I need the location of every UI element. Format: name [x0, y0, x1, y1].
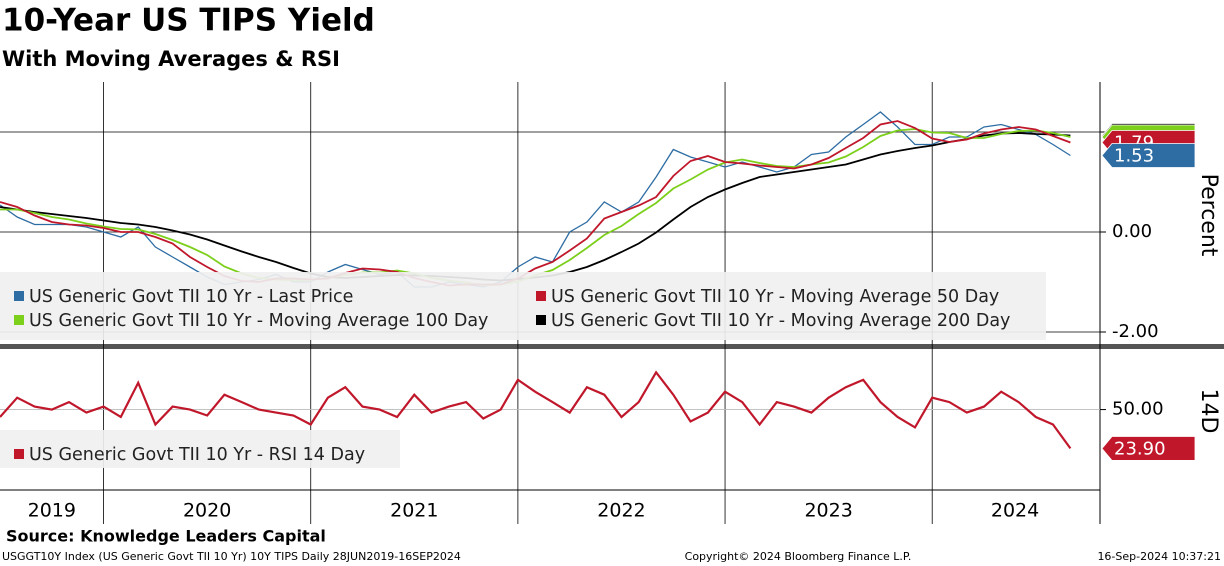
- legend-box: [0, 430, 400, 468]
- y-tick-label: -2.00: [1112, 321, 1159, 342]
- y-tick-label: 50.00: [1112, 399, 1164, 420]
- last-value-tag: [1101, 436, 1196, 461]
- chart-title: 10-Year US TIPS Yield: [2, 3, 375, 39]
- chart-subtitle: With Moving Averages & RSI: [2, 47, 340, 71]
- legend-label: US Generic Govt TII 10 Yr - RSI 14 Day: [29, 445, 365, 465]
- legend-label: US Generic Govt TII 10 Yr - Moving Avera…: [551, 287, 999, 307]
- legend-label: US Generic Govt TII 10 Yr - Last Price: [29, 287, 353, 307]
- legend-label: US Generic Govt TII 10 Yr - Moving Avera…: [29, 311, 488, 331]
- footer-center: Copyright© 2024 Bloomberg Finance L.P.: [685, 550, 912, 563]
- x-tick-label: 2024: [991, 500, 1039, 522]
- series-line: [0, 120, 1071, 287]
- x-tick-label: 2023: [804, 500, 852, 522]
- series-line: [0, 128, 1071, 287]
- last-value-label: 1.53: [1114, 146, 1154, 167]
- last-value-tag: [1101, 143, 1196, 168]
- y-tick-label: 0.00: [1112, 221, 1152, 242]
- y-axis-title: Percent: [1196, 174, 1221, 257]
- series-line: [0, 132, 1071, 282]
- series-line: [0, 370, 1072, 450]
- footer-left: USGGT10Y Index (US Generic Govt TII 10 Y…: [2, 550, 461, 563]
- series-line: [0, 111, 1071, 288]
- legend-label: US Generic Govt TII 10 Yr - Moving Avera…: [551, 311, 1010, 331]
- x-tick-label: 2020: [183, 500, 231, 522]
- last-value-label: 23.90: [1114, 438, 1166, 459]
- legend-swatch: [536, 315, 546, 325]
- x-tick-label: 2019: [28, 500, 76, 522]
- legend-swatch: [14, 449, 24, 459]
- legend-box: [0, 272, 1046, 340]
- x-tick-label: 2022: [597, 500, 645, 522]
- source: Source: Knowledge Leaders Capital: [6, 527, 326, 546]
- panel-divider: [0, 344, 1224, 349]
- y-axis-title: 14D: [1196, 389, 1221, 434]
- footer-right: 16-Sep-2024 10:37:21: [1097, 550, 1221, 563]
- legend-swatch: [14, 315, 24, 325]
- legend-swatch: [14, 291, 24, 301]
- legend-swatch: [536, 291, 546, 301]
- x-tick-label: 2021: [390, 500, 438, 522]
